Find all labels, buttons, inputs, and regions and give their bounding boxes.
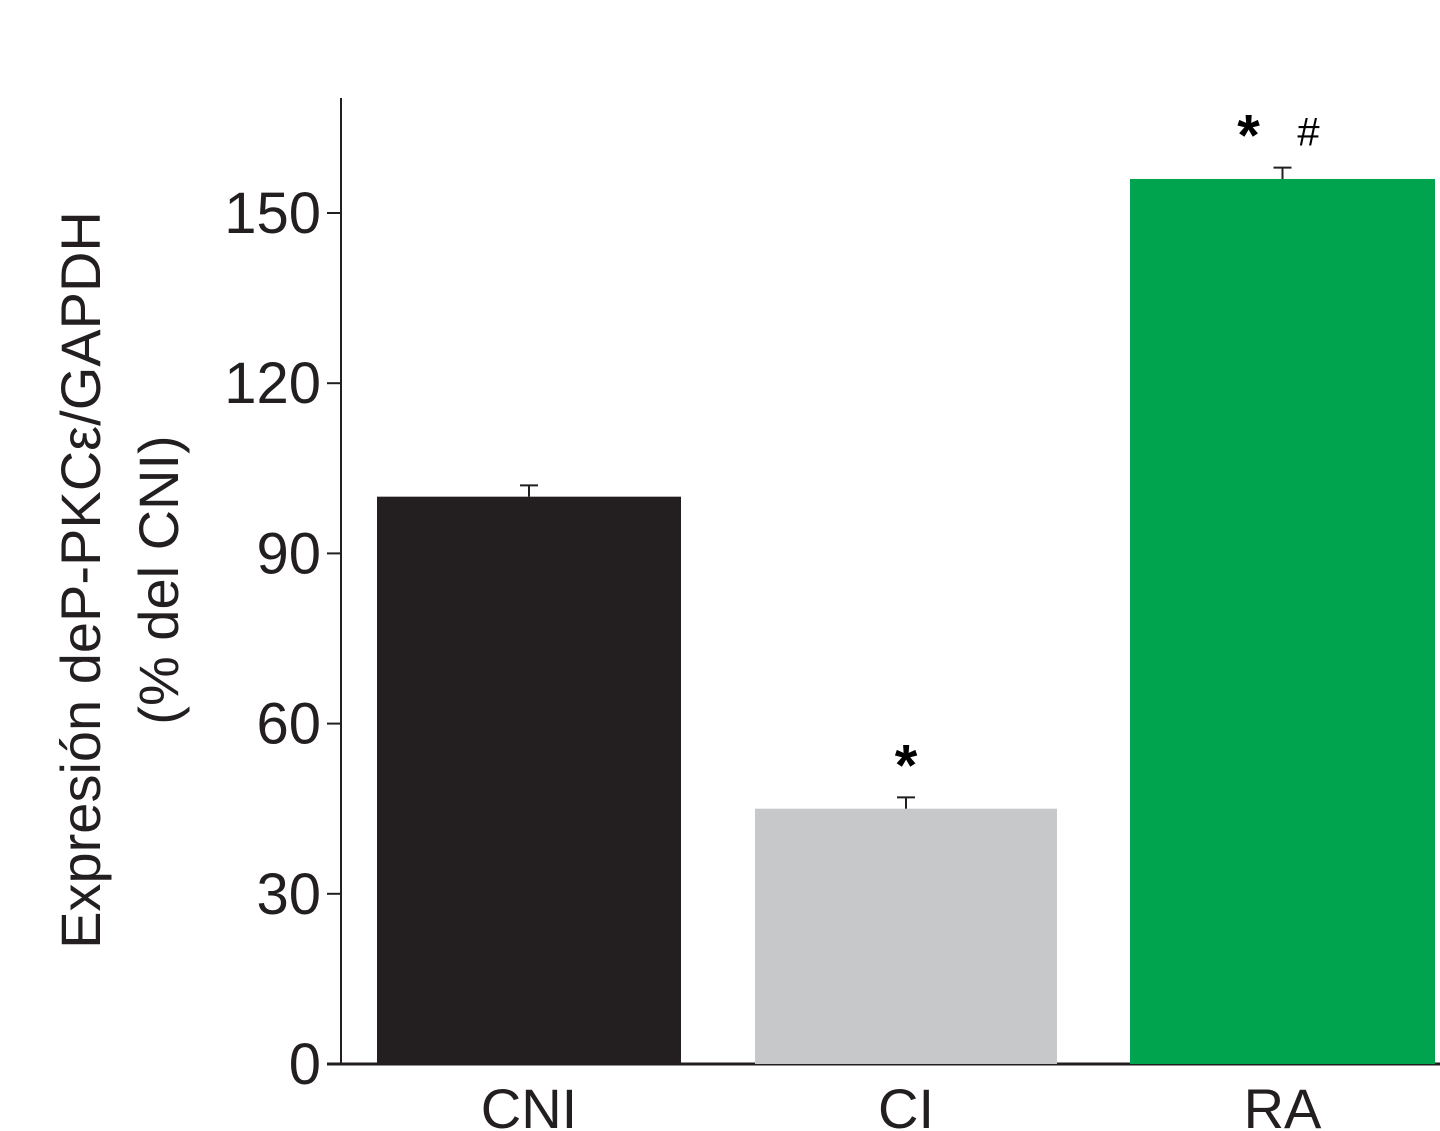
category-label-ci: CI <box>878 1077 934 1131</box>
y-tick-label: 150 <box>224 181 321 246</box>
bars <box>377 178 1435 1065</box>
y-tick-label: 0 <box>289 1032 321 1097</box>
annotation-hash: # <box>1297 111 1320 155</box>
y-tick-label: 60 <box>256 692 321 757</box>
category-label-cni: CNI <box>481 1077 577 1131</box>
annotation-asterisk: * <box>895 733 918 798</box>
bar-cni <box>377 496 681 1065</box>
significance-annotations: * * # <box>895 104 1321 799</box>
y-axis-label-line1: Expresión deP-PKCε/GAPDH <box>49 211 112 949</box>
y-tick-label: 120 <box>224 351 321 416</box>
bar-ra <box>1130 178 1435 1064</box>
annotation-asterisk: * <box>1237 104 1260 169</box>
error-bars <box>520 166 1292 809</box>
y-axis-label-line2: (% del CNI) <box>127 435 190 724</box>
y-tick-label: 30 <box>256 862 321 927</box>
y-axis-label: Expresión deP-PKCε/GAPDH (% del CNI) <box>49 211 190 949</box>
bar-ci <box>755 808 1057 1064</box>
y-tick-label: 90 <box>256 521 321 586</box>
category-labels: CNI CI RA <box>481 1077 1322 1131</box>
category-label-ra: RA <box>1244 1077 1322 1131</box>
y-ticks: 0 30 60 90 120 150 <box>224 181 341 1097</box>
